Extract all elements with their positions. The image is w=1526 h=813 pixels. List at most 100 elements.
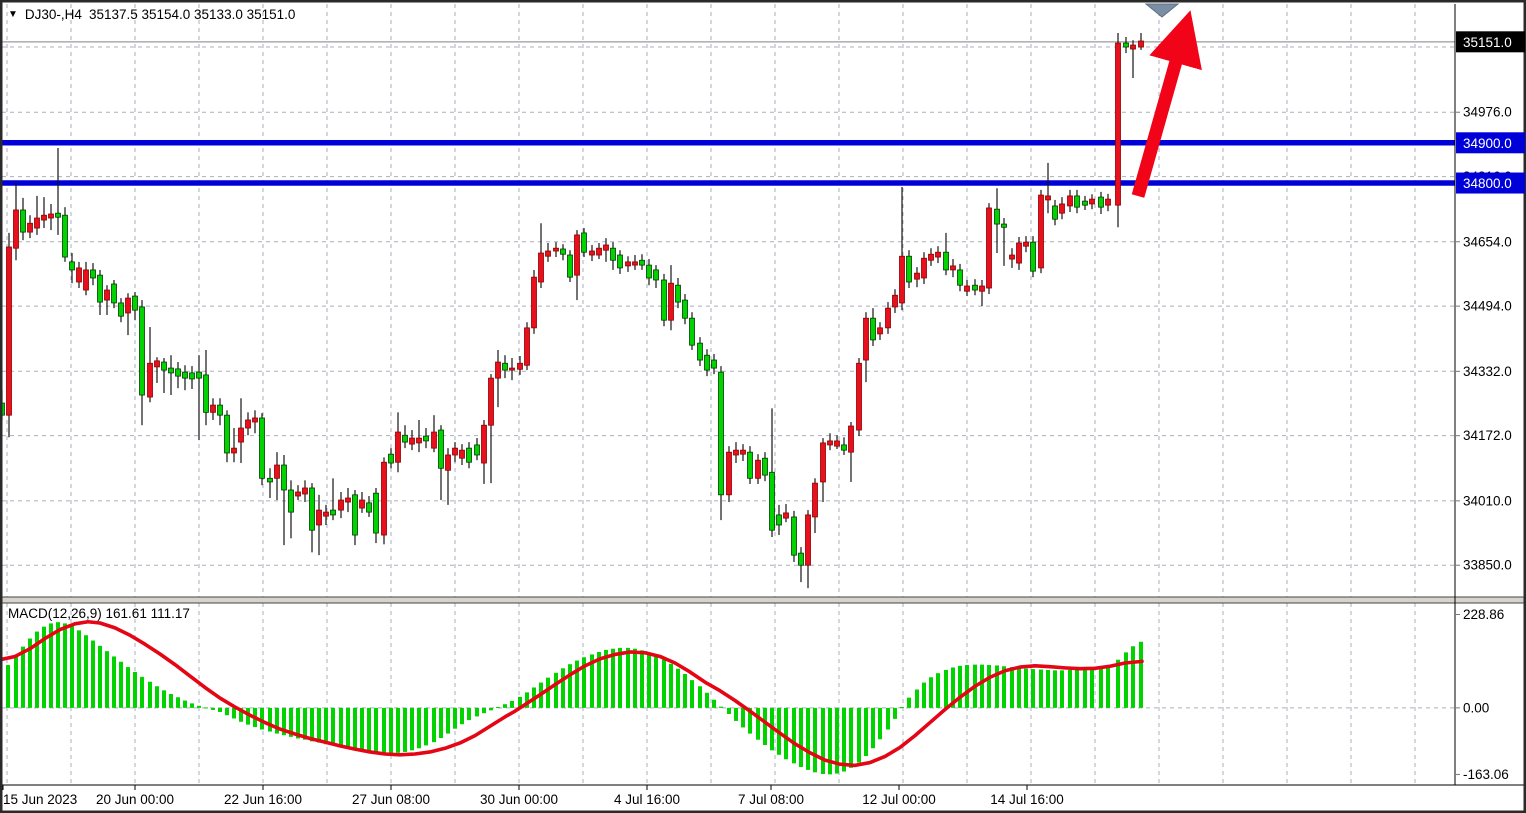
candle-down [395,431,401,463]
candle-up [1074,195,1080,208]
macd-axis-label: 228.86 [1463,607,1504,622]
candle-down [596,247,602,256]
macd-histogram-bar [1060,670,1064,708]
candle-down [13,209,19,249]
candle-down [964,285,970,292]
candle-down [668,282,674,321]
macd-histogram-bar [915,689,919,708]
candle-up [704,354,710,371]
macd-histogram-bar [669,663,673,708]
candle-down [76,267,82,283]
macd-histogram-bar [799,707,803,768]
macd-histogram-bar [6,665,10,708]
macd-histogram-bar [140,676,144,708]
macd-histogram-bar [546,677,550,708]
candle-down [1016,242,1022,264]
candle-down [431,431,437,449]
macd-histogram-bar [453,707,457,729]
candle-down [1130,44,1136,50]
macd-histogram-bar [518,696,522,708]
candle-up [189,372,195,380]
macd-histogram-bar [792,707,796,764]
macd-histogram-bar [482,707,486,714]
macd-histogram-bar [218,707,222,712]
macd-histogram-bar [503,704,507,708]
y-axis-label: 34172.0 [1463,428,1512,443]
price-level-badge-bg [1456,132,1525,154]
macd-histogram-bar [922,682,926,708]
macd-histogram-bar [70,626,74,708]
candle-up [373,492,379,534]
macd-histogram-bar [676,668,680,708]
macd-histogram-bar [496,707,500,709]
candle-up [20,209,26,233]
candle-down [1105,198,1111,206]
macd-histogram-bar [741,707,745,728]
macd-histogram-bar [907,697,911,708]
candle-up [366,502,372,513]
candle-down [274,464,280,479]
candle-up [388,453,394,464]
candle-down [452,447,458,456]
candle-up [776,514,782,526]
candle-up [1098,196,1104,208]
candle-up [259,417,265,479]
candle-up [682,299,688,319]
macd-histogram-bar [446,707,450,734]
macd-histogram-bar [77,630,81,708]
candle-up [288,489,294,513]
chart-title: ▼ DJ30-,H4 35137.5 35154.0 35133.0 35151… [8,7,295,22]
candle-up [972,284,978,291]
macd-histogram-bar [698,686,702,708]
macd-histogram-bar [289,707,293,737]
macd-histogram-bar [1075,669,1079,708]
macd-histogram-bar [21,646,25,708]
panel-separator[interactable] [0,597,1526,603]
macd-histogram-bar [1024,668,1028,708]
y-axis-label: 33850.0 [1463,558,1512,573]
macd-histogram-bar [282,707,286,736]
macd-histogram-bar [690,680,694,708]
candle-down [531,276,537,329]
candle-up [653,269,659,281]
macd-histogram-bar [268,707,272,732]
candle-down [1023,241,1029,247]
candle-up [132,295,138,311]
macd-histogram-bar [626,647,630,708]
candle-down [877,327,883,335]
candle-up [661,279,667,321]
chevron-down-icon[interactable]: ▼ [8,9,18,20]
macd-histogram-bar [944,669,948,708]
current-price-badge-bg [1456,31,1525,53]
macd-histogram-bar [871,707,875,749]
macd-histogram-bar [42,626,46,708]
macd-histogram-bar [821,707,825,774]
candle-up [798,552,804,566]
macd-histogram-bar [303,707,307,740]
candle-up [203,374,209,413]
candle-up [957,269,963,286]
macd-histogram-bar [633,648,637,708]
candle-up [309,487,315,531]
macd-histogram-bar [1046,669,1050,708]
candle-up [943,251,949,271]
macd-histogram-bar [112,656,116,708]
macd-histogram-bar [35,631,39,708]
macd-histogram-bar [748,707,752,734]
macd-histogram-bar [640,650,644,708]
macd-histogram-bar [1131,646,1135,708]
candle-up [168,367,174,374]
y-axis-label: 34976.0 [1463,105,1512,120]
candle-up [423,435,429,442]
candle-down [338,499,344,511]
macd-histogram-bar [995,665,999,708]
trend-arrow[interactable] [1131,10,1202,198]
macd-histogram-bar [197,705,201,708]
macd-histogram-bar [1017,667,1021,708]
macd-histogram-bar [1116,659,1120,708]
macd-histogram-bar [965,665,969,708]
candle-down [740,449,746,455]
candle-up [217,404,223,416]
